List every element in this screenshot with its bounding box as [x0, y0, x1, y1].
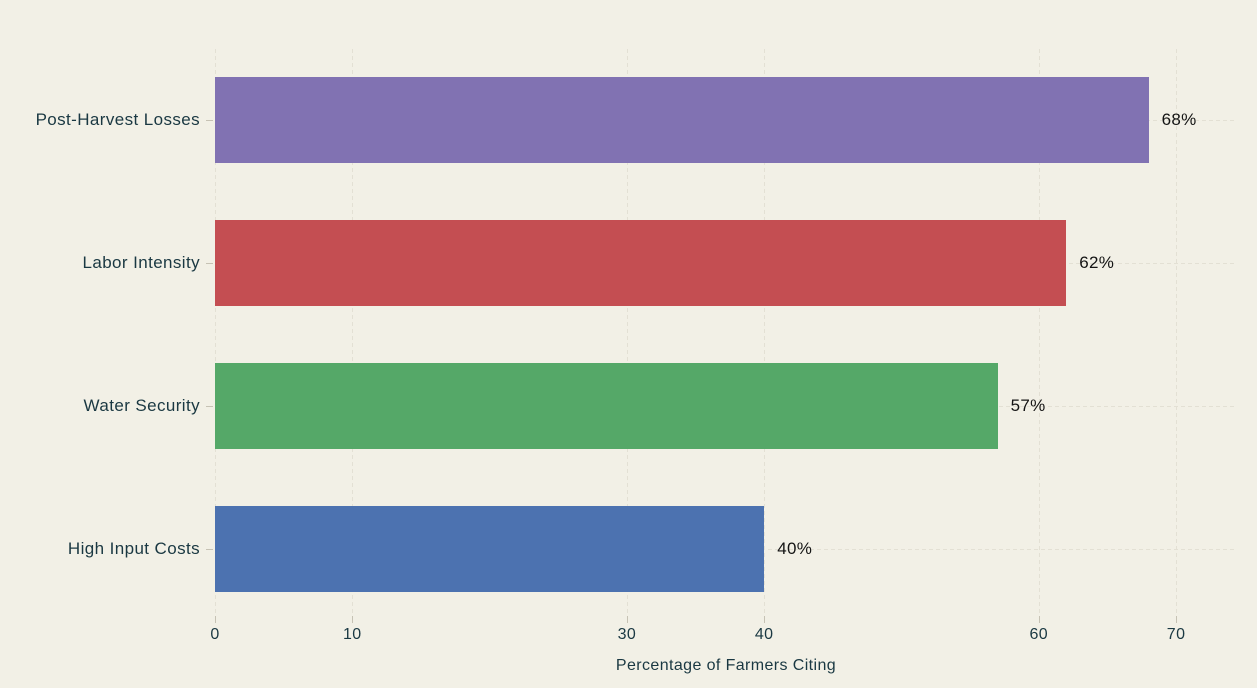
y-tick-mark	[206, 405, 213, 407]
x-gridline	[215, 49, 216, 616]
x-tick-label: 30	[617, 626, 637, 643]
category-label-water-security: Water Security	[83, 395, 200, 415]
x-gridline	[764, 49, 766, 616]
bar-value-label: 40%	[777, 538, 813, 558]
x-tick-mark	[1176, 616, 1178, 623]
x-tick-label: 60	[1029, 626, 1049, 643]
bar-labor-intensity	[215, 219, 1067, 306]
category-label-labor-intensity: Labor Intensity	[82, 252, 200, 272]
y-tick-mark	[206, 262, 213, 264]
x-tick-mark	[215, 616, 216, 623]
bar-water-security	[215, 362, 998, 449]
x-tick-mark	[626, 616, 628, 623]
x-gridline	[1176, 49, 1178, 616]
category-label-high-input-costs: High Input Costs	[67, 538, 200, 558]
bar-value-label: 68%	[1161, 109, 1197, 129]
y-tick-mark	[206, 548, 213, 550]
x-tick-label: 10	[342, 626, 362, 643]
x-axis-title: Percentage of Farmers Citing	[615, 657, 837, 674]
bar-value-label: 57%	[1010, 395, 1046, 415]
x-gridline	[352, 49, 354, 616]
x-tick-mark	[764, 616, 766, 623]
bar-high-input-costs	[215, 505, 765, 592]
x-tick-label: 0	[210, 626, 220, 643]
category-label-post-harvest-losses: Post-Harvest Losses	[35, 109, 200, 129]
x-tick-mark	[352, 616, 354, 623]
x-tick-label: 70	[1166, 626, 1186, 643]
bar-post-harvest-losses	[215, 76, 1149, 163]
x-tick-label: 40	[754, 626, 774, 643]
x-tick-mark	[1038, 616, 1040, 623]
bar-value-label: 62%	[1079, 252, 1115, 272]
y-tick-mark	[206, 119, 213, 121]
x-gridline	[1038, 49, 1040, 616]
x-gridline	[626, 49, 628, 616]
